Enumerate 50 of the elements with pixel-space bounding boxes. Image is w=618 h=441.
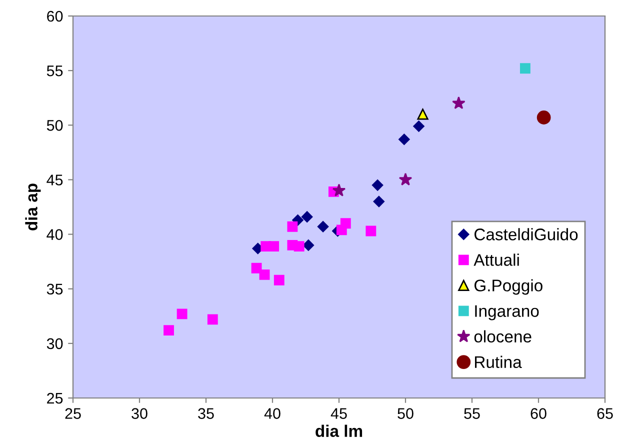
x-axis-title: dia lm bbox=[316, 424, 362, 437]
y-tick-label: 25 bbox=[47, 392, 63, 404]
legend-label: CasteldiGuido bbox=[474, 228, 578, 240]
point bbox=[398, 134, 410, 145]
x-tick-label: 45 bbox=[330, 408, 347, 419]
y-axis-title: dia ap bbox=[25, 184, 41, 230]
point bbox=[373, 196, 385, 208]
legend-label: Rutina bbox=[475, 356, 522, 368]
x-tick-label: 40 bbox=[264, 408, 280, 419]
y-tick-label: 55 bbox=[46, 66, 63, 76]
point bbox=[301, 211, 313, 222]
y-tick-label: 40 bbox=[46, 229, 63, 240]
point bbox=[413, 120, 424, 132]
y-tick-label: 30 bbox=[46, 338, 63, 350]
x-tick-label: 65 bbox=[597, 408, 613, 419]
point bbox=[317, 221, 329, 232]
point bbox=[536, 110, 551, 124]
point bbox=[268, 241, 280, 252]
y-tick-label: 45 bbox=[46, 174, 63, 186]
legend-label: olocene bbox=[474, 330, 532, 343]
point bbox=[164, 325, 174, 336]
point bbox=[417, 108, 428, 120]
point bbox=[274, 274, 284, 286]
legend-label: Attuali bbox=[474, 254, 519, 266]
point bbox=[302, 240, 314, 251]
y-tick-label: 35 bbox=[46, 284, 63, 295]
y-tick-label: 50 bbox=[46, 120, 63, 131]
y-tick-label: 60 bbox=[47, 10, 63, 22]
x-tick-label: 50 bbox=[398, 408, 414, 419]
legend-label: G.Poggio bbox=[474, 279, 542, 295]
point bbox=[340, 218, 351, 229]
point bbox=[251, 262, 262, 274]
point bbox=[294, 241, 304, 252]
point bbox=[372, 180, 384, 191]
x-tick-label: 35 bbox=[198, 408, 214, 419]
x-tick-label: 30 bbox=[132, 408, 148, 419]
point bbox=[176, 308, 188, 320]
point bbox=[287, 221, 298, 232]
point bbox=[332, 184, 346, 196]
point bbox=[398, 172, 412, 186]
point bbox=[207, 314, 218, 325]
point bbox=[366, 226, 376, 236]
point bbox=[520, 63, 530, 74]
x-tick-label: 55 bbox=[464, 408, 480, 419]
x-tick-label: 60 bbox=[530, 408, 546, 419]
point bbox=[292, 214, 304, 226]
legend-label: Ingarano bbox=[475, 305, 539, 320]
x-tick-label: 25 bbox=[65, 408, 81, 419]
point bbox=[452, 96, 466, 110]
point bbox=[259, 269, 270, 280]
